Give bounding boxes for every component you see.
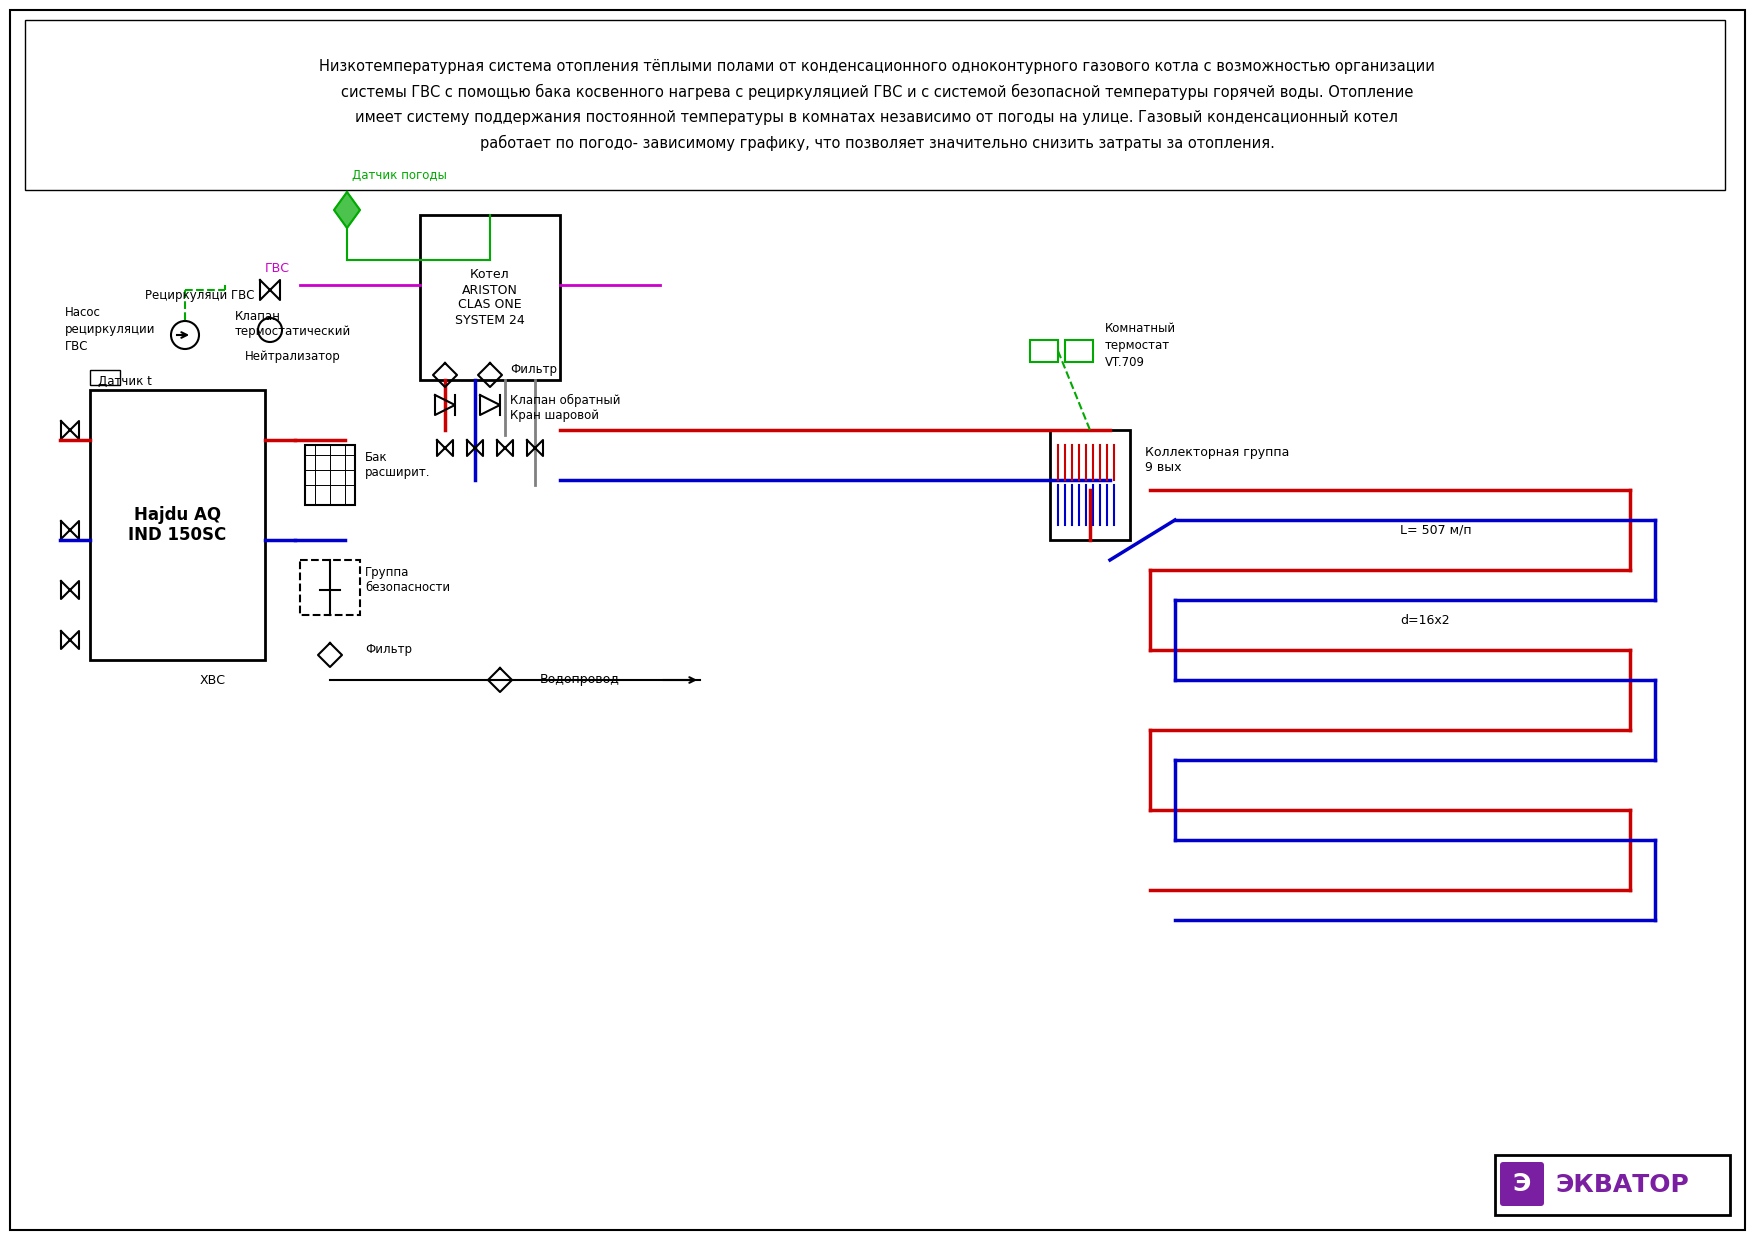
Text: Рециркуляци ГВС: Рециркуляци ГВС [146,289,254,301]
FancyBboxPatch shape [1501,1162,1544,1207]
Text: Котел
ARISTON
CLAS ONE
SYSTEM 24: Котел ARISTON CLAS ONE SYSTEM 24 [455,269,525,326]
Text: Датчик t: Датчик t [98,374,153,388]
Text: Клапан
термостатический: Клапан термостатический [235,310,351,339]
Circle shape [170,321,198,348]
Text: ГВС: ГВС [265,262,290,275]
Text: Фильтр: Фильтр [365,644,412,656]
Text: Клапан обратный: Клапан обратный [511,393,621,407]
Bar [25,20,1725,190]
Text: Нейтрализатор: Нейтрализатор [246,350,340,363]
Text: Hajdu AQ
IND 150SC: Hajdu AQ IND 150SC [128,506,226,544]
Text: ХВС: ХВС [200,673,226,687]
Text: Фильтр: Фильтр [511,363,556,377]
Bar [419,215,560,379]
Text: Группа
безопасности: Группа безопасности [365,565,449,594]
Bar [1030,340,1058,362]
Text: Датчик погоды: Датчик погоды [353,169,448,182]
Text: L= 507 м/п: L= 507 м/п [1400,523,1472,537]
Text: d=16x2: d=16x2 [1400,614,1450,626]
Bar [300,560,360,615]
Circle shape [258,317,283,342]
Text: Э: Э [1513,1172,1530,1197]
Bar [305,445,355,505]
Text: Комнатный
термостат
VT.709: Комнатный термостат VT.709 [1106,321,1176,368]
Text: Низкотемпературная система отопления тёплыми полами от конденсационного одноконт: Низкотемпературная система отопления тёп… [319,58,1436,151]
Text: Водопровод: Водопровод [541,673,620,687]
Text: Насос
рециркуляции
ГВС: Насос рециркуляции ГВС [65,306,156,353]
Bar [90,370,119,384]
Text: ЭКВАТОР: ЭКВАТОР [1555,1173,1688,1197]
Bar [1049,430,1130,539]
Bar [90,391,265,660]
Text: Кран шаровой: Кран шаровой [511,408,598,422]
Text: Коллекторная группа
9 вых: Коллекторная группа 9 вых [1144,446,1290,474]
Text: Бак
расширит.: Бак расширит. [365,451,430,479]
Polygon shape [333,192,360,228]
Bar [1495,1154,1730,1215]
Bar [1065,340,1093,362]
